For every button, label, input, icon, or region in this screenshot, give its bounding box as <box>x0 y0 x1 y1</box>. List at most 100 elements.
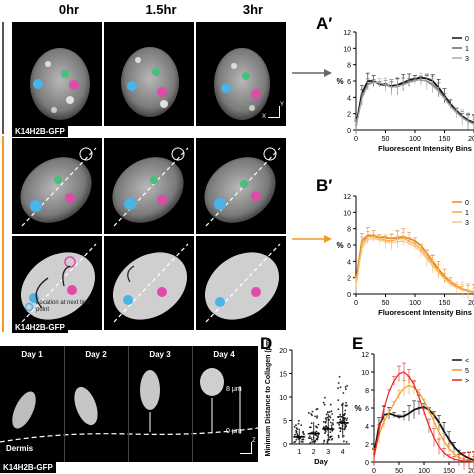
y-tick-label: 10 <box>343 46 351 53</box>
y-tick-label: 10 <box>279 395 287 402</box>
y-axis-label: % <box>336 77 343 86</box>
nucleus-image <box>112 147 189 227</box>
data-point <box>342 419 345 422</box>
panel-label-e: E <box>352 334 364 353</box>
data-point <box>326 416 329 419</box>
x-tick-label: 0 <box>354 136 358 143</box>
data-point <box>310 437 312 440</box>
data-point <box>345 419 348 422</box>
data-point <box>339 427 342 430</box>
data-point <box>328 411 331 413</box>
data-point <box>322 421 325 423</box>
data-point <box>339 415 342 418</box>
data-point <box>343 428 346 431</box>
data-point <box>310 422 313 425</box>
x-tick-label: 150 <box>439 300 451 307</box>
data-point <box>344 409 347 412</box>
data-point <box>327 411 329 413</box>
data-point <box>332 419 335 421</box>
legend-entry: 1 <box>465 210 469 217</box>
data-point <box>337 382 340 384</box>
data-point <box>328 418 331 421</box>
series-line <box>355 78 474 127</box>
data-point <box>315 408 318 411</box>
data-point <box>340 404 343 406</box>
data-point <box>322 442 325 445</box>
data-point <box>330 426 333 429</box>
micrograph-row2-1-5hr <box>104 138 194 234</box>
tag-k14h2b-gfp-top: K14H2B-GFP <box>12 126 68 137</box>
legend-entry: 1 <box>465 46 469 53</box>
schematic-row3-1-5hr <box>104 236 194 330</box>
chart-e: 0 2 4 6 8 10 12 0 50 100 150 200% <5 > <box>354 352 474 474</box>
nucleus-image <box>20 147 97 227</box>
data-point <box>303 433 305 436</box>
data-point <box>311 441 314 443</box>
scale-top-label: 8 μm <box>226 386 242 393</box>
y-tick-label: 12 <box>361 352 369 359</box>
data-point <box>328 438 331 441</box>
day-label-1: Day 1 <box>21 350 43 359</box>
scale-bottom-label: 0 μm <box>226 428 242 435</box>
x-tick-label: 0 <box>372 468 376 474</box>
data-point <box>331 422 334 425</box>
data-point <box>345 404 348 407</box>
data-point <box>317 423 320 426</box>
y-tick-label: 6 <box>365 406 369 413</box>
y-tick-label: 15 <box>279 372 287 379</box>
data-point <box>323 432 326 435</box>
data-point <box>324 430 327 433</box>
y-tick-label: 6 <box>347 243 351 250</box>
data-point <box>295 429 297 432</box>
data-point <box>344 412 346 415</box>
day-strip: Day 1 Day 2 Day 3 Day 4 8 μm 0 μm Dermis… <box>0 346 258 462</box>
arrow-right-icon <box>292 69 332 77</box>
y-tick-label: 4 <box>365 424 369 431</box>
data-point <box>345 441 348 443</box>
data-point <box>337 387 339 389</box>
y-axis-label: % <box>354 404 361 413</box>
column-label-3hr: 3hr <box>242 2 264 17</box>
data-point <box>344 404 347 407</box>
series-line <box>373 371 474 463</box>
day-label-3: Day 3 <box>149 350 171 359</box>
series-line <box>373 406 474 462</box>
data-point <box>316 438 319 441</box>
data-point <box>346 384 348 387</box>
data-point <box>324 421 327 424</box>
data-point <box>346 417 349 420</box>
data-point <box>326 440 329 443</box>
chart-a-prime: 024681012050100150200Fluorescent Intensi… <box>336 30 474 153</box>
data-point <box>325 419 328 421</box>
day-strip-image <box>0 368 258 443</box>
x-tick-label: 0 <box>354 300 358 307</box>
data-point <box>302 432 305 434</box>
data-point <box>331 413 334 415</box>
data-point <box>298 419 300 422</box>
x-tick-label: 100 <box>409 136 421 143</box>
data-point <box>337 434 340 437</box>
legend-circle-icon <box>24 302 34 312</box>
y-axis-label: % <box>336 241 343 250</box>
micrograph-row2-3hr <box>196 138 286 234</box>
y-tick-label: 0 <box>347 128 351 135</box>
data-point <box>338 415 340 418</box>
legend-entry: < <box>465 358 469 365</box>
x-tick-label: 50 <box>395 468 403 474</box>
data-point <box>301 441 304 443</box>
data-point <box>307 412 310 414</box>
data-point <box>309 426 312 429</box>
y-tick-label: 0 <box>347 292 351 299</box>
y-tick-label: 20 <box>279 348 287 355</box>
legend-entry: 0 <box>465 200 469 207</box>
data-point <box>328 415 331 418</box>
x-tick-label: 200 <box>468 136 474 143</box>
data-point <box>344 388 347 391</box>
y-tick-label: 12 <box>343 194 351 201</box>
data-point <box>297 434 299 437</box>
nucleus-image <box>30 48 90 120</box>
axes-indicator: Y X <box>262 102 284 120</box>
data-point <box>309 442 312 444</box>
legend-entry: 3 <box>465 56 469 63</box>
data-point <box>314 431 317 434</box>
